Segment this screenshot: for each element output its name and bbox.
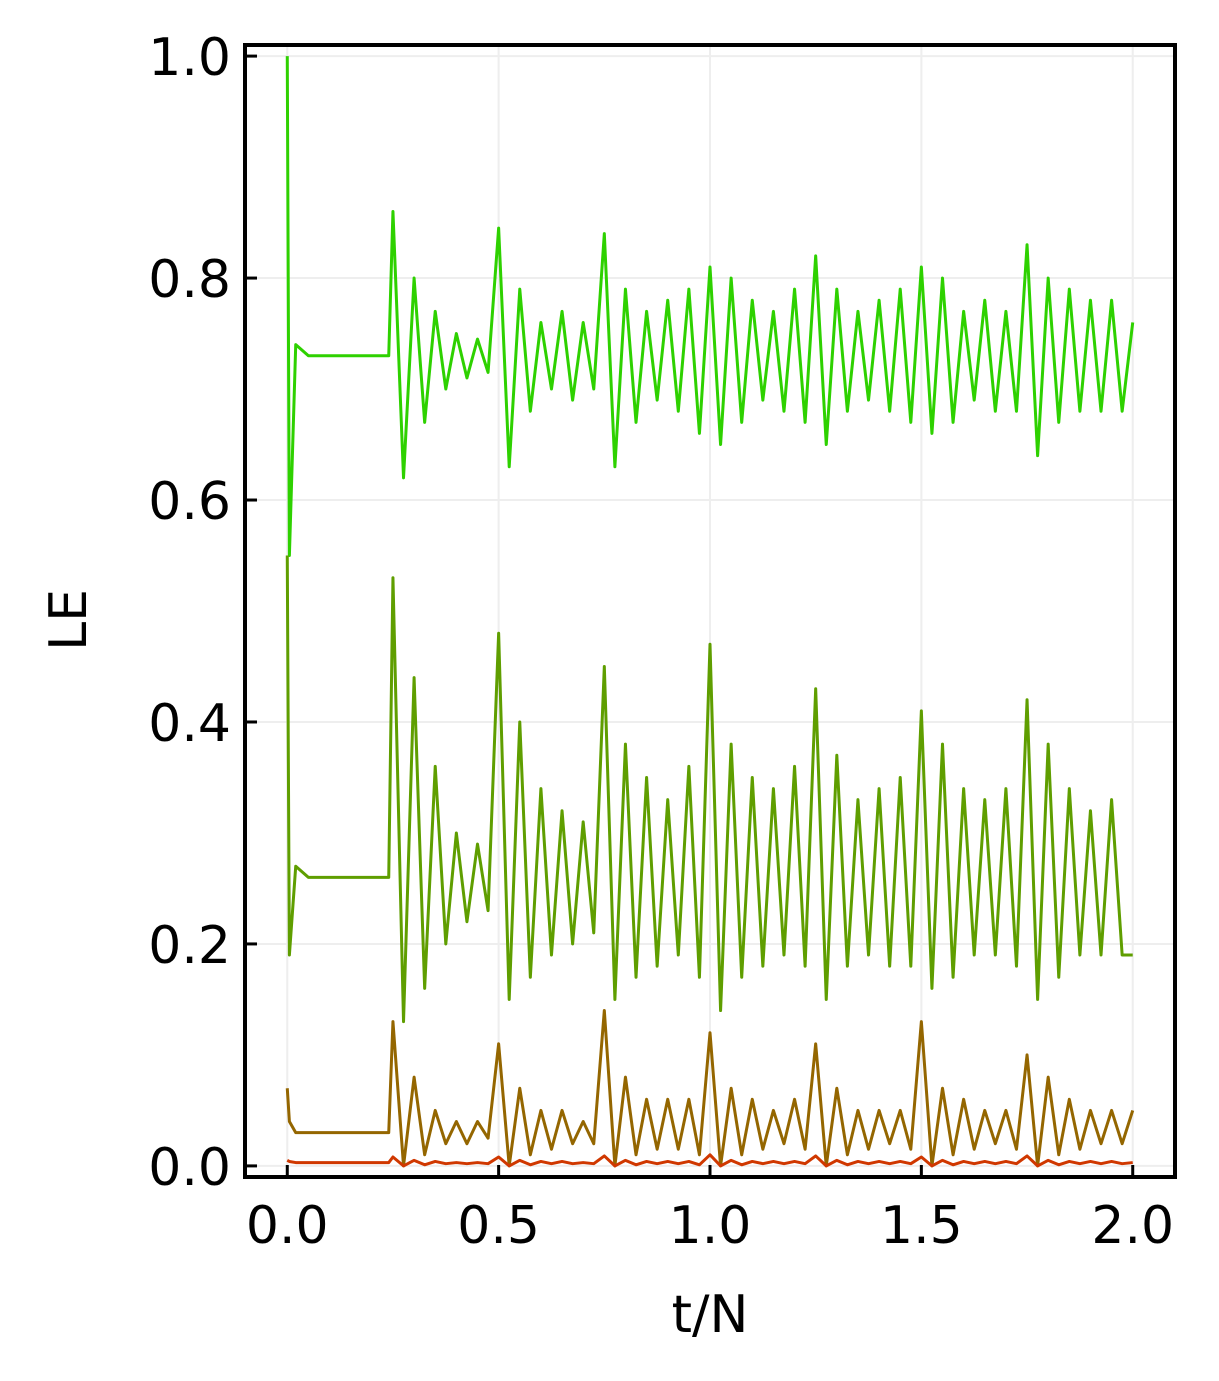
y-tick-label: 0.2: [148, 916, 231, 976]
y-axis-label: LE: [39, 589, 99, 651]
grid: [245, 45, 1175, 1177]
series-line: [285, 555, 1133, 1024]
x-tick-label: 2.0: [1091, 1196, 1174, 1256]
series-line: [285, 56, 1135, 558]
x-axis-label: t/N: [672, 1285, 749, 1345]
series-line: [285, 1009, 1135, 1168]
y-tick-label: 0.4: [148, 694, 231, 754]
series-line: [286, 1153, 1133, 1168]
ticks: 0.0 0.5 1.0 1.5 2.0 0.0 0.2 0.4 0.6 0.8 1.0: [148, 28, 1174, 1256]
x-tick-label: 0.5: [457, 1196, 540, 1256]
y-tick-label: 0.6: [148, 472, 231, 532]
x-tick-label: 0.0: [246, 1196, 329, 1256]
plot-lines: [285, 56, 1135, 1168]
x-tick-label: 1.5: [880, 1196, 963, 1256]
y-tick-label: 0.0: [148, 1138, 231, 1198]
y-tick-label: 0.8: [148, 250, 231, 310]
y-tick-label: 1.0: [148, 28, 231, 88]
x-tick-label: 1.0: [669, 1196, 752, 1256]
